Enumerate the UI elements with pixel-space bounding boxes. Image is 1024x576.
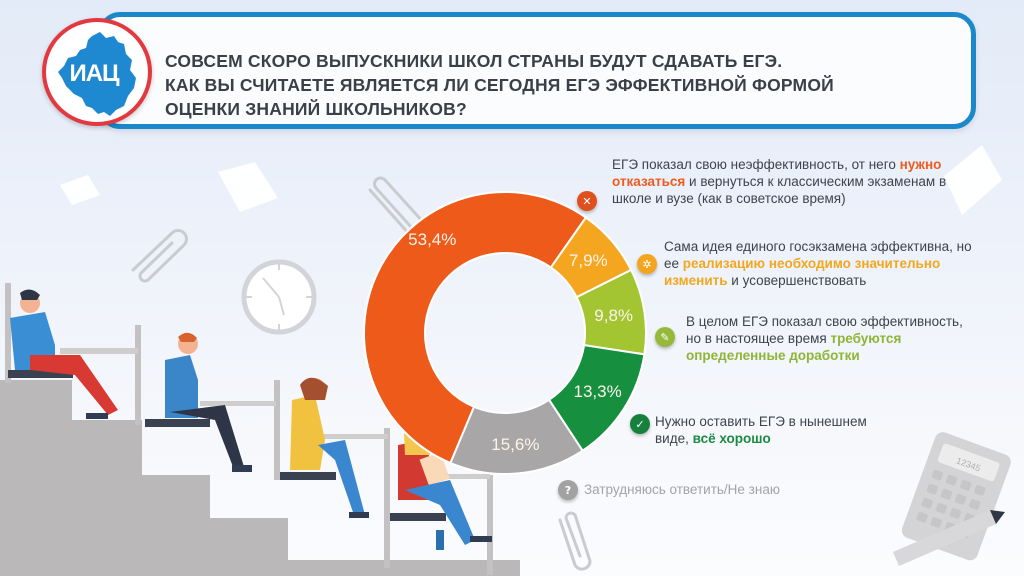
legend-highlight: требуются определенные доработки (686, 331, 902, 363)
legend-text: ЕГЭ показал свою неэффективность, от нег… (612, 157, 900, 172)
page-title: Совсем скоро выпускники школ страны буду… (165, 49, 925, 121)
student-4 (390, 421, 492, 550)
paper-icon (60, 145, 1002, 215)
legend-text: Затрудняюсь ответить/Не знаю (584, 482, 780, 497)
legend-text: и усовершенствовать (727, 273, 867, 288)
stairs-illustration (0, 283, 520, 576)
legend-item: Сама идея единого госэкзамена эффективна… (664, 238, 984, 289)
question-icon: ? (558, 480, 578, 500)
slice-label: 7,9% (568, 251, 608, 271)
legend-text: и вернуться к классическим экзаменам в ш… (612, 174, 947, 206)
title-line-2: Как вы считаете является ли сегодня ЕГЭ … (165, 75, 834, 95)
slice-label: 15,6% (491, 434, 540, 454)
slice-label: 9,8% (594, 305, 634, 325)
gear-icon: ✲ (637, 254, 657, 274)
logo: ИАЦ (42, 18, 152, 126)
slice-label: 53,4% (408, 230, 457, 250)
logo-text: ИАЦ (69, 60, 119, 87)
header-box (98, 12, 976, 129)
legend-item: Затрудняюсь ответить/Не знаю (584, 481, 864, 498)
pencil-icon: ✎ (655, 327, 675, 347)
title-line-1: Совсем скоро выпускники школ страны буду… (165, 51, 783, 71)
clock-icon (241, 259, 317, 335)
legend-item: ЕГЭ показал свою неэффективность, от нег… (612, 156, 952, 207)
legend-text: Сама идея единого госэкзамена эффективна… (664, 239, 972, 271)
student-2 (145, 332, 252, 472)
close-icon: ✕ (577, 191, 597, 211)
student-3 (280, 377, 369, 518)
region-map-icon (58, 32, 136, 116)
legend-highlight: всё хорошо (692, 431, 771, 446)
legend-highlight: нужно отказаться (612, 157, 942, 189)
legend-item: В целом ЕГЭ показал свою эффективность, … (686, 313, 976, 364)
title-line-3: оценки знаний школьников? (165, 99, 467, 119)
legend-text: Нужно оставить ЕГЭ в нынешнем виде, (655, 414, 867, 446)
legend-text: В целом ЕГЭ показал свою эффективность, … (686, 314, 963, 346)
check-icon: ✓ (630, 414, 650, 434)
slice-label: 13,3% (573, 382, 622, 402)
legend-highlight: реализацию необходимо значительно измени… (664, 256, 941, 288)
legend-item: Нужно оставить ЕГЭ в нынешнем виде, всё … (655, 413, 885, 447)
pencil-icon-decor (893, 510, 1005, 566)
student-1 (8, 289, 118, 419)
